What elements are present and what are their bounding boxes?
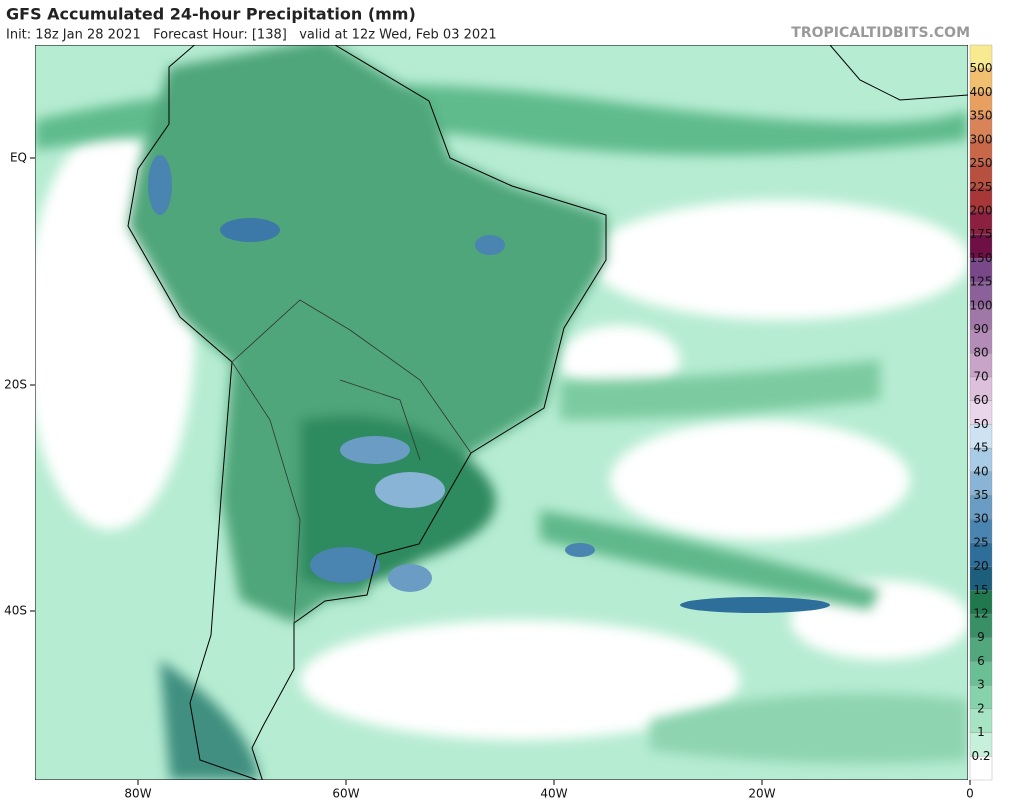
colorbar-label: 300 — [970, 132, 993, 146]
colorbar-label: 250 — [970, 156, 993, 170]
colorbar-label: 125 — [970, 275, 993, 289]
colorbar-label: 350 — [970, 109, 993, 123]
lon-label: 80W — [124, 787, 151, 801]
colorbar-label: 40 — [973, 464, 988, 478]
axis-labels: 80W 60W 40W 20W 0 EQ 20S 40S — [4, 151, 974, 801]
colorbar-label: 400 — [970, 85, 993, 99]
site-credit: TROPICALTIDBITS.COM — [791, 25, 970, 41]
colorbar-label: 200 — [970, 203, 993, 217]
colorbar-label: 25 — [973, 535, 988, 549]
colorbar-label: 1 — [977, 725, 985, 739]
lon-label: 20W — [748, 787, 775, 801]
lat-label: 40S — [4, 604, 27, 618]
title: GFS Accumulated 24-hour Precipitation (m… — [6, 5, 416, 24]
lon-label: 60W — [332, 787, 359, 801]
colorbar-label: 90 — [973, 322, 988, 336]
colorbar-label: 500 — [970, 61, 993, 75]
colorbar-label: 20 — [973, 559, 988, 573]
colorbar-label: 225 — [970, 180, 993, 194]
colorbar-label: 60 — [973, 393, 988, 407]
colorbar-label: 45 — [973, 441, 988, 455]
colorbar-label: 100 — [970, 298, 993, 312]
colorbar-label: 70 — [973, 369, 988, 383]
map — [35, 45, 968, 780]
subtitle: Init: 18z Jan 28 2021 Forecast Hour: [13… — [6, 28, 497, 43]
colorbar: 0.21236912152025303540455060708090100125… — [969, 44, 993, 781]
lat-label: 20S — [4, 378, 27, 392]
colorbar-label: 150 — [970, 251, 993, 265]
colorbar-label: 9 — [977, 630, 985, 644]
lat-label: EQ — [10, 151, 27, 165]
colorbar-label: 15 — [973, 583, 988, 597]
lon-label: 0 — [966, 787, 974, 801]
colorbar-label: 80 — [973, 346, 988, 360]
colorbar-bin — [969, 44, 993, 69]
colorbar-label: 35 — [973, 488, 988, 502]
lon-label: 40W — [540, 787, 567, 801]
colorbar-label: 2 — [977, 701, 985, 715]
colorbar-label: 12 — [973, 607, 988, 621]
colorbar-label: 3 — [977, 678, 985, 692]
colorbar-label: 0.2 — [971, 749, 990, 763]
colorbar-label: 30 — [973, 512, 988, 526]
colorbar-label: 6 — [977, 654, 985, 668]
colorbar-label: 50 — [973, 417, 988, 431]
colorbar-label: 175 — [970, 227, 993, 241]
